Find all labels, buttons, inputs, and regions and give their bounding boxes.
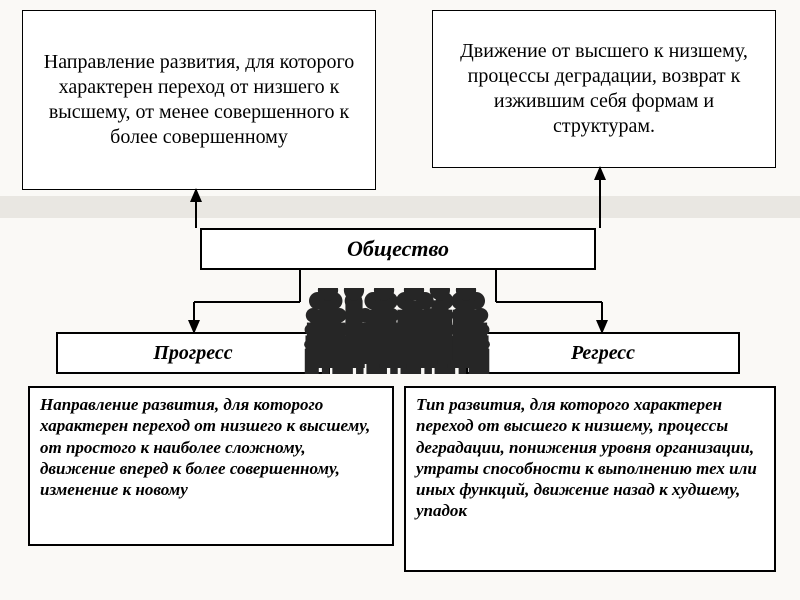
node-progress-label: Прогресс: [153, 342, 232, 365]
description-text-progress: Направление развития, для которого харак…: [40, 395, 370, 499]
node-regress-label: Регресс: [571, 342, 635, 365]
definition-box-regress-top: Движение от высшего к низшему, процессы …: [432, 10, 776, 168]
description-text-regress: Тип развития, для которого характерен пе…: [416, 395, 757, 520]
background-band: [0, 196, 800, 218]
description-box-progress: Направление развития, для которого харак…: [28, 386, 394, 546]
description-box-regress: Тип развития, для которого характерен пе…: [404, 386, 776, 572]
definition-box-progress-top: Направление развития, для которого харак…: [22, 10, 376, 190]
definition-text-progress-top: Направление развития, для которого харак…: [33, 50, 365, 150]
node-progress: Прогресс: [56, 332, 330, 374]
node-society: Общество: [200, 228, 596, 270]
definition-text-regress-top: Движение от высшего к низшему, процессы …: [443, 39, 765, 139]
node-regress: Регресс: [466, 332, 740, 374]
node-society-label: Общество: [347, 236, 449, 262]
crowd-icon: [300, 288, 496, 374]
